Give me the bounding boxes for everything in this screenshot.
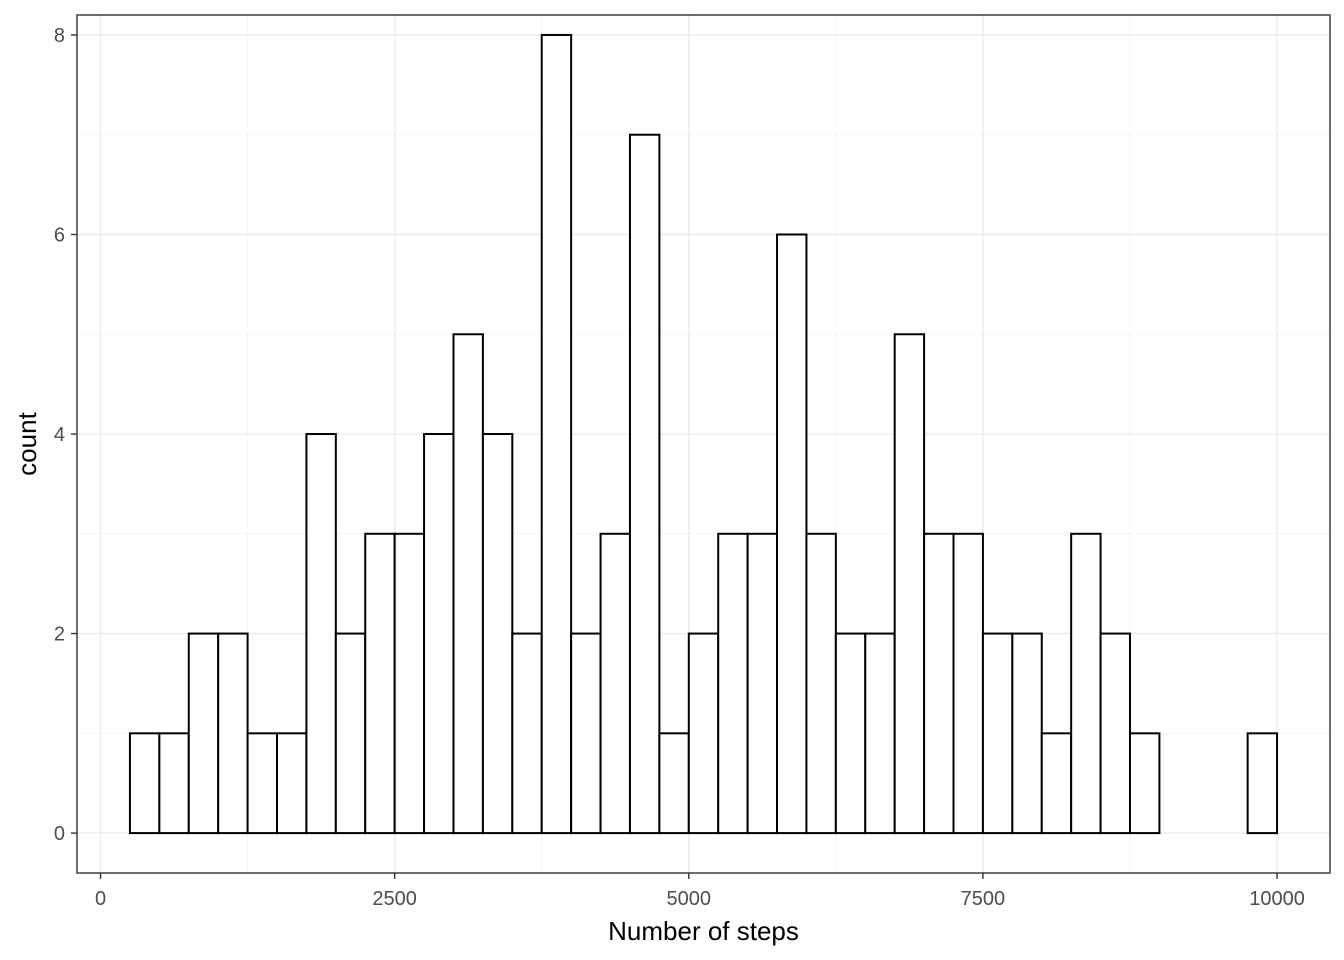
- histogram-bar: [864, 632, 896, 835]
- histogram-bar: [1070, 532, 1102, 835]
- histogram-bar: [423, 433, 455, 835]
- histogram-bar: [599, 532, 631, 835]
- histogram-bar: [805, 532, 837, 835]
- histogram-bar: [158, 732, 190, 835]
- histogram-bar: [246, 732, 279, 835]
- histogram-bar: [776, 233, 808, 835]
- histogram-bar: [511, 632, 543, 835]
- histogram-bar: [687, 632, 720, 835]
- histogram-bar: [1128, 732, 1161, 835]
- histogram-bar: [1011, 632, 1043, 835]
- histogram-bar: [540, 33, 573, 835]
- histogram-bar: [628, 133, 661, 835]
- histogram-bar: [570, 632, 602, 835]
- y-tick-label: 8: [54, 25, 65, 47]
- histogram-bar: [1040, 732, 1073, 835]
- histogram-bar: [187, 632, 220, 835]
- x-tick-label: 10000: [1249, 888, 1305, 910]
- histogram-bar: [393, 532, 426, 835]
- y-axis-title: count: [12, 411, 42, 475]
- x-tick-label: 7500: [961, 888, 1006, 910]
- histogram-bar: [481, 433, 514, 835]
- x-tick-label: 5000: [667, 888, 712, 910]
- histogram-bar: [217, 632, 249, 835]
- x-axis: 0 2500 5000 7500 10000: [95, 873, 1305, 910]
- y-tick-label: 4: [54, 424, 65, 446]
- x-tick-label: 0: [95, 888, 106, 910]
- histogram-bar: [981, 632, 1014, 835]
- x-axis-title: Number of steps: [608, 916, 799, 946]
- histogram-bar: [1246, 732, 1279, 835]
- y-tick-label: 0: [54, 823, 65, 845]
- histogram-bar: [364, 532, 396, 835]
- histogram-bars: [128, 33, 1279, 835]
- histogram-bar: [717, 532, 749, 835]
- histogram-bar: [1099, 632, 1131, 835]
- histogram-bar: [276, 732, 308, 835]
- y-tick-label: 6: [54, 224, 65, 246]
- plot-panel-border: [76, 14, 1331, 874]
- histogram-bar: [746, 532, 779, 835]
- histogram-bar: [452, 333, 484, 835]
- histogram-bar: [128, 732, 161, 835]
- x-tick-label: 2500: [372, 888, 417, 910]
- y-tick-label: 2: [54, 624, 65, 646]
- histogram-bar: [952, 532, 984, 835]
- histogram-bar: [658, 732, 690, 835]
- histogram-bar: [893, 333, 926, 835]
- histogram-bar: [923, 532, 955, 835]
- histogram-bar: [334, 632, 367, 835]
- y-axis: 0 2 4 6 8: [54, 25, 77, 845]
- histogram-bar: [834, 632, 867, 835]
- histogram-bar: [305, 433, 337, 835]
